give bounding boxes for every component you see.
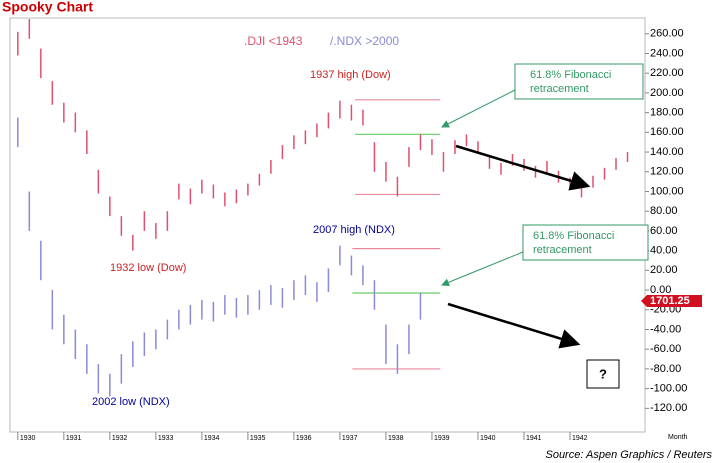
arrow xyxy=(441,251,524,287)
annotation: retracement xyxy=(530,83,589,95)
annotation: 61.8% Fibonacci xyxy=(533,230,614,242)
arrow xyxy=(441,89,516,128)
x-tick-label: 1942 xyxy=(572,435,588,442)
x-axis-label: Month xyxy=(668,434,688,441)
chart-title: Spooky Chart xyxy=(2,0,93,15)
y-tick-label: 180.00 xyxy=(650,107,684,119)
y-tick-label: -80.00 xyxy=(650,363,681,375)
annotation: retracement xyxy=(533,244,592,256)
y-tick-label: 140.00 xyxy=(650,146,684,158)
annotation: 1932 low (Dow) xyxy=(110,262,186,274)
y-tick-label: -100.00 xyxy=(650,383,687,395)
y-tick-label: 200.00 xyxy=(650,87,684,99)
annotation: ? xyxy=(599,366,607,381)
y-tick-label: 20.00 xyxy=(650,264,678,276)
x-tick-label: 1932 xyxy=(112,435,128,442)
x-tick-label: 1937 xyxy=(342,435,358,442)
annotation: 2007 high (NDX) xyxy=(313,224,395,236)
legend-entry: /.NDX >2000 xyxy=(330,34,399,48)
arrow xyxy=(455,144,591,191)
y-tick-label: -40.00 xyxy=(650,323,681,335)
x-tick-label: 1940 xyxy=(480,435,496,442)
last-price: 1701.25 xyxy=(650,295,690,307)
y-tick-label: -60.00 xyxy=(650,343,681,355)
x-tick-label: 1938 xyxy=(388,435,404,442)
annotation: 61.8% Fibonacci xyxy=(530,69,611,81)
x-tick-label: 1941 xyxy=(526,435,542,442)
x-tick-label: 1933 xyxy=(158,435,174,442)
x-tick-label: 1936 xyxy=(296,435,312,442)
y-tick-label: 220.00 xyxy=(650,67,684,79)
x-tick-label: 1930 xyxy=(20,435,36,442)
x-tick-label: 1935 xyxy=(250,435,266,442)
y-tick-label: -120.00 xyxy=(650,402,687,414)
annotation: 1937 high (Dow) xyxy=(310,69,391,81)
annotation-box xyxy=(586,359,620,389)
y-tick-label: 120.00 xyxy=(650,166,684,178)
y-tick-label: 40.00 xyxy=(650,245,678,257)
y-tick-label: 80.00 xyxy=(650,205,678,217)
legend-entry: .DJI <1943 xyxy=(244,34,303,48)
x-tick-label: 1934 xyxy=(204,435,220,442)
y-tick-label: 260.00 xyxy=(650,28,684,40)
annotation-box xyxy=(522,224,649,261)
x-tick-label: 1939 xyxy=(434,435,450,442)
y-tick-label: 100.00 xyxy=(650,185,684,197)
y-tick-label: 160.00 xyxy=(650,126,684,138)
y-tick-label: 0.00 xyxy=(650,284,671,296)
plot: 260.00 240.00 220.00 200.00 180.00 160.00 140.… xyxy=(17,18,687,442)
arrow xyxy=(447,302,581,349)
y-tick-label: 240.00 xyxy=(650,47,684,59)
source: Source: Aspen Graphics / Reuters xyxy=(545,449,712,461)
y-tick-label: 60.00 xyxy=(650,225,678,237)
x-tick-label: 1931 xyxy=(66,435,82,442)
last-price-tag xyxy=(641,295,702,307)
annotation-box xyxy=(514,63,644,100)
annotation: 2002 low (NDX) xyxy=(92,396,170,408)
